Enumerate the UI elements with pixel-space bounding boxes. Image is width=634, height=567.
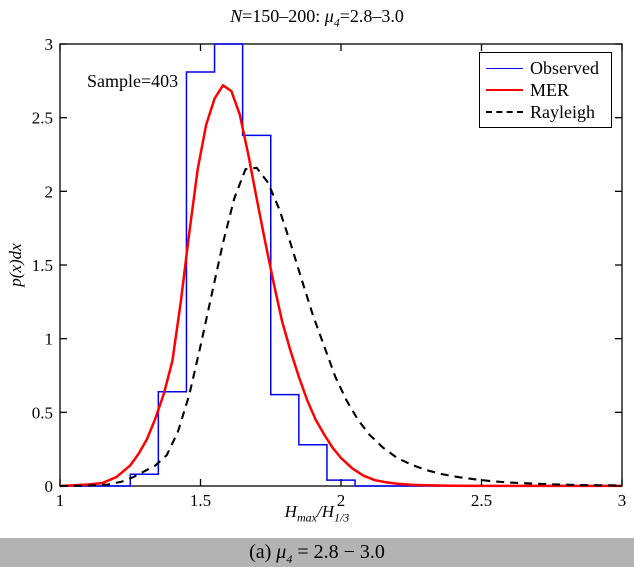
- y-axis-tick-label: 1.5: [32, 256, 53, 275]
- x-axis-tick-label: 2: [337, 491, 346, 510]
- y-axis-tick-label: 1: [45, 330, 54, 349]
- legend-row-rayleigh: Rayleigh: [486, 103, 605, 121]
- y-axis-tick-label: 2.5: [32, 109, 53, 128]
- observed-series: [60, 43, 622, 487]
- xlabel-sub2: 1/3: [333, 510, 350, 525]
- x-axis-tick-label: 3: [618, 491, 627, 510]
- chart-title: N=150–200: μ4=2.8–3.0: [0, 6, 634, 31]
- mer-series: [59, 84, 622, 488]
- caption-mu-sub: 4: [286, 552, 293, 566]
- caption-prefix: (a): [249, 541, 277, 563]
- xlabel-sub1: max: [296, 510, 317, 525]
- caption-rest: = 2.8 − 3.0: [292, 541, 385, 563]
- title-mu: μ: [324, 6, 334, 26]
- x-axis-label: Hmax/H1/3: [0, 502, 634, 525]
- x-axis-tick-label: 1: [56, 491, 65, 510]
- xlabel-slash: /: [316, 502, 322, 521]
- legend-row-observed: Observed: [486, 59, 605, 77]
- mer-line-sample: [486, 89, 523, 91]
- caption-text: (a) μ4 = 2.8 − 3.0: [249, 541, 385, 566]
- y-axis-tick-label: 3: [45, 35, 54, 54]
- rayleigh-series: [59, 166, 623, 488]
- xlabel-h1: H: [284, 502, 297, 521]
- caption-mu: μ: [276, 541, 287, 563]
- x-axis-tick-label: 1.5: [190, 491, 211, 510]
- title-mu-sub: 4: [333, 15, 340, 30]
- y-axis-tick-label: 0: [45, 477, 54, 496]
- title-eq1: =150–200:: [242, 6, 325, 26]
- chart-svg: 1 1.5 2 2.5 3 0 0.5 1 1.5 2 2.5 3: [32, 35, 627, 510]
- legend-label-rayleigh: Rayleigh: [530, 102, 595, 122]
- rayleigh-line-sample: [486, 111, 523, 113]
- y-axis-tick-label: 0.5: [32, 403, 53, 422]
- caption-bar: (a) μ4 = 2.8 − 3.0: [0, 538, 634, 567]
- title-eq2: =2.8–3.0: [339, 6, 404, 26]
- observed-line-sample: [486, 67, 523, 69]
- x-axis-tick-label: 2.5: [471, 491, 492, 510]
- y-axis-tick-label: 2: [45, 182, 54, 201]
- sample-annotation: Sample=403: [87, 71, 179, 91]
- legend-label-observed: Observed: [530, 58, 599, 78]
- title-n: N: [230, 6, 243, 26]
- legend-row-mer: MER: [486, 81, 605, 99]
- legend-label-mer: MER: [530, 80, 570, 100]
- xlabel-h2: H: [321, 502, 334, 521]
- legend: Observed MER Rayleigh: [479, 52, 612, 128]
